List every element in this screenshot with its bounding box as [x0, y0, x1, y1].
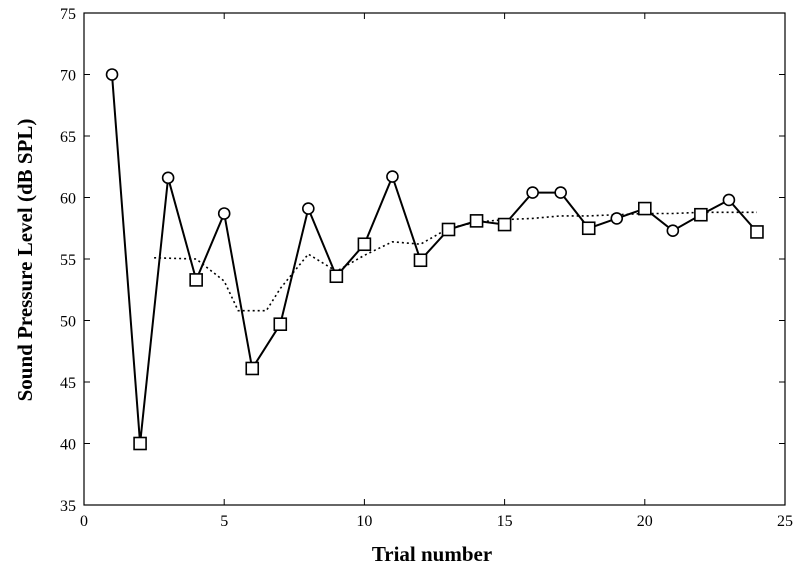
y-tick-label: 65 [60, 129, 76, 146]
data-point-square [694, 207, 708, 222]
y-tick-label: 50 [60, 314, 76, 331]
data-point-circle [722, 193, 736, 207]
data-point-circle [217, 207, 231, 220]
data-point-circle [666, 224, 680, 238]
x-tick-label: 20 [637, 513, 653, 530]
y-tick-label: 70 [60, 68, 76, 85]
data-point-square [469, 214, 484, 228]
data-point-circle [386, 170, 399, 183]
x-tick-label: 25 [777, 513, 793, 530]
data-point-square [133, 436, 147, 451]
data-point-circle [526, 186, 539, 199]
data-point-square [273, 317, 288, 331]
markers-group [105, 68, 764, 451]
y-tick-label: 60 [60, 191, 76, 208]
x-axis-title: Trial number [372, 542, 492, 566]
data-point-circle [554, 186, 567, 199]
data-point-square [441, 222, 456, 237]
data-point-square [189, 273, 203, 287]
data-point-square [245, 361, 260, 376]
data-point-square [413, 253, 428, 268]
y-tick-label: 75 [60, 6, 76, 23]
solid-series-line [111, 74, 758, 444]
y-tick-label: 45 [60, 375, 76, 392]
series-group [111, 74, 758, 444]
data-point-square [581, 221, 596, 236]
data-point-circle [105, 68, 119, 81]
axes: 0 5 10 15 20 25 35 40 45 50 55 60 65 70 75 [60, 6, 793, 530]
data-point-square [357, 237, 372, 252]
data-point-square [750, 225, 764, 239]
x-tick-label: 0 [80, 513, 88, 530]
x-tick-label: 5 [220, 513, 228, 530]
data-point-circle [161, 171, 175, 185]
data-point-circle [302, 202, 315, 215]
data-point-square [637, 201, 652, 216]
y-tick-label: 40 [60, 437, 76, 454]
data-point-square [497, 217, 512, 232]
x-tick-label: 15 [497, 513, 513, 530]
x-tick-label: 10 [356, 513, 372, 530]
data-point-circle [610, 212, 624, 225]
y-axis-title: Sound Pressure Level (dB SPL) [13, 119, 37, 402]
y-tick-label: 55 [60, 252, 76, 269]
data-point-square [329, 269, 344, 284]
y-tick-label: 35 [60, 498, 76, 515]
